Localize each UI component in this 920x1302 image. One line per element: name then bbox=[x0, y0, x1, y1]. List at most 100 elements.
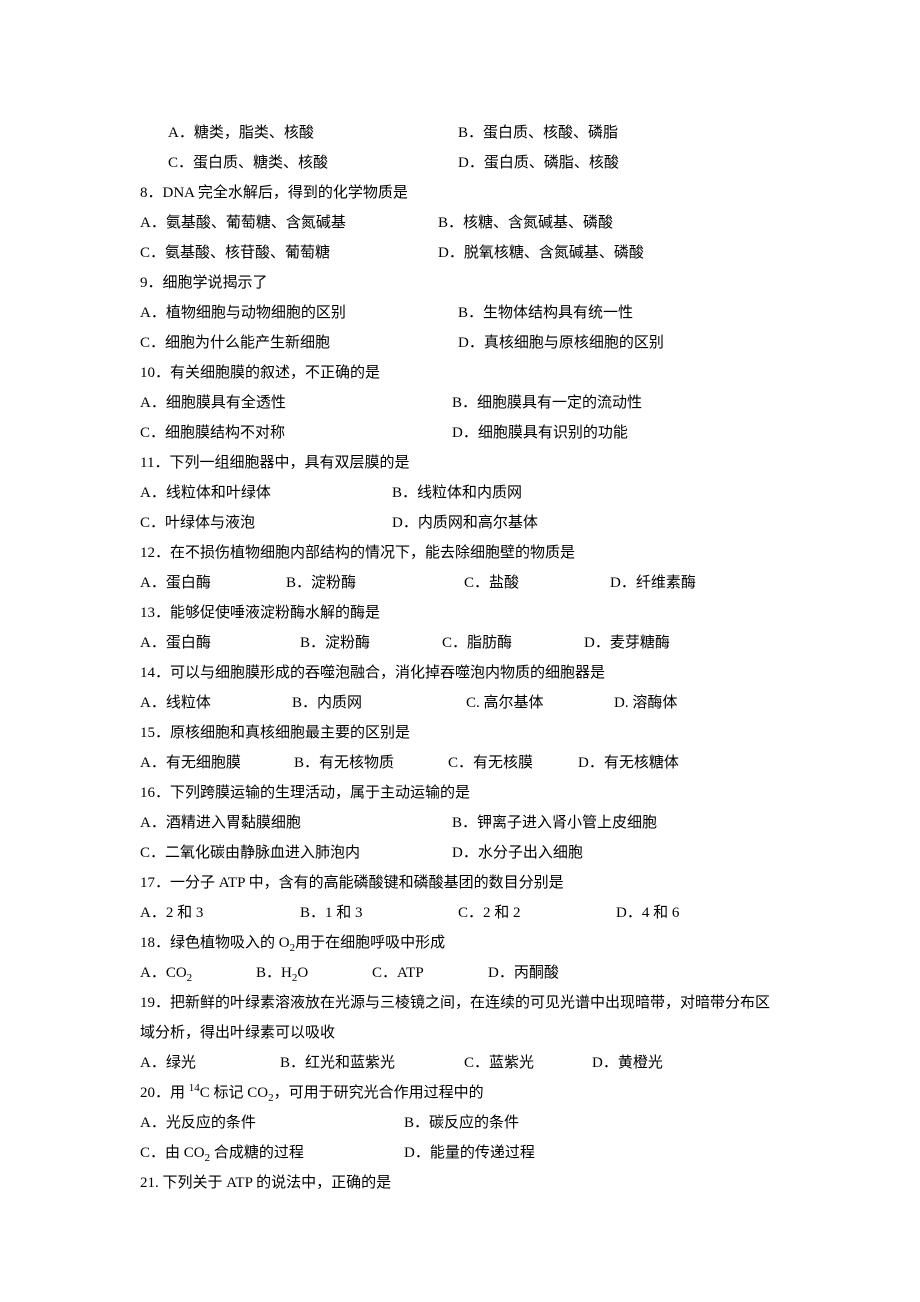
q11-options-row2: C．叶绿体与液泡 D．内质网和高尔基体 bbox=[140, 508, 780, 538]
q20-c-pre: C．由 CO bbox=[140, 1145, 205, 1161]
q7-opt-d: D．蛋白质、磷脂、核酸 bbox=[458, 148, 619, 178]
q9-opt-d: D．真核细胞与原核细胞的区别 bbox=[458, 328, 664, 358]
q15-stem: 15．原核细胞和真核细胞最主要的区别是 bbox=[140, 718, 780, 748]
q16-options-row2: C．二氧化碳由静脉血进入肺泡内 D．水分子出入细胞 bbox=[140, 838, 780, 868]
q13-opt-a: A．蛋白酶 bbox=[140, 628, 300, 658]
q11-opt-a: A．线粒体和叶绿体 bbox=[140, 478, 392, 508]
q18-stem-pre: 18．绿色植物吸入的 O bbox=[140, 935, 290, 951]
q7-options-row1: A．糖类，脂类、核酸 B．蛋白质、核酸、磷脂 bbox=[140, 118, 780, 148]
q7-options-row2: C．蛋白质、糖类、核酸 D．蛋白质、磷脂、核酸 bbox=[140, 148, 780, 178]
q8-opt-a: A．氨基酸、葡萄糖、含氮碱基 bbox=[140, 208, 438, 238]
q15-options-row: A．有无细胞膜 B．有无核物质 C．有无核膜 D．有无核糖体 bbox=[140, 748, 780, 778]
q9-options-row2: C．细胞为什么能产生新细胞 D．真核细胞与原核细胞的区别 bbox=[140, 328, 780, 358]
q18-stem: 18．绿色植物吸入的 O2用于在细胞呼吸中形成 bbox=[140, 928, 780, 958]
q20-stem-sup: 14 bbox=[189, 1082, 200, 1094]
q9-options-row1: A．植物细胞与动物细胞的区别 B．生物体结构具有统一性 bbox=[140, 298, 780, 328]
q18-b-post: O bbox=[297, 965, 308, 981]
q18-opt-d: D．丙酮酸 bbox=[488, 958, 559, 988]
q16-stem: 16．下列跨膜运输的生理活动，属于主动运输的是 bbox=[140, 778, 780, 808]
q9-opt-a: A．植物细胞与动物细胞的区别 bbox=[140, 298, 458, 328]
q7-opt-b: B．蛋白质、核酸、磷脂 bbox=[458, 118, 618, 148]
q19-options-row: A．绿光 B．红光和蓝紫光 C．蓝紫光 D．黄橙光 bbox=[140, 1048, 780, 1078]
q17-opt-d: D．4 和 6 bbox=[616, 898, 679, 928]
q10-options-row2: C．细胞膜结构不对称 D．细胞膜具有识别的功能 bbox=[140, 418, 780, 448]
q7-opt-a: A．糖类，脂类、核酸 bbox=[168, 118, 458, 148]
q9-stem: 9．细胞学说揭示了 bbox=[140, 268, 780, 298]
q9-opt-b: B．生物体结构具有统一性 bbox=[458, 298, 633, 328]
q11-opt-d: D．内质网和高尔基体 bbox=[392, 508, 538, 538]
q20-stem-mid: C 标记 CO bbox=[200, 1085, 268, 1101]
q12-opt-c: C．盐酸 bbox=[464, 568, 610, 598]
q11-options-row1: A．线粒体和叶绿体 B．线粒体和内质网 bbox=[140, 478, 780, 508]
q19-opt-b: B．红光和蓝紫光 bbox=[280, 1048, 464, 1078]
q20-opt-a: A．光反应的条件 bbox=[140, 1108, 404, 1138]
q16-opt-c: C．二氧化碳由静脉血进入肺泡内 bbox=[140, 838, 452, 868]
q10-opt-c: C．细胞膜结构不对称 bbox=[140, 418, 452, 448]
q12-stem: 12．在不损伤植物细胞内部结构的情况下，能去除细胞壁的物质是 bbox=[140, 538, 780, 568]
q15-opt-d: D．有无核糖体 bbox=[578, 748, 679, 778]
q18-b-pre: B．H bbox=[256, 965, 292, 981]
q14-options-row: A．线粒体 B．内质网 C. 高尔基体 D. 溶酶体 bbox=[140, 688, 780, 718]
q12-options-row: A．蛋白酶 B．淀粉酶 C．盐酸 D．纤维素酶 bbox=[140, 568, 780, 598]
q20-stem-post: ，可用于研究光合作用过程中的 bbox=[274, 1085, 484, 1101]
q18-opt-b: B．H2O bbox=[256, 958, 372, 988]
q13-opt-d: D．麦芽糖酶 bbox=[584, 628, 670, 658]
q8-opt-b: B．核糖、含氮碱基、磷酸 bbox=[438, 208, 613, 238]
q16-opt-d: D．水分子出入细胞 bbox=[452, 838, 583, 868]
q12-opt-b: B．淀粉酶 bbox=[286, 568, 464, 598]
q16-opt-b: B．钾离子进入肾小管上皮细胞 bbox=[452, 808, 657, 838]
q10-stem: 10．有关细胞膜的叙述，不正确的是 bbox=[140, 358, 780, 388]
q15-opt-b: B．有无核物质 bbox=[294, 748, 448, 778]
q15-opt-c: C．有无核膜 bbox=[448, 748, 578, 778]
q20-opt-d: D．能量的传递过程 bbox=[404, 1138, 535, 1168]
q20-stem-pre: 20．用 bbox=[140, 1085, 189, 1101]
q12-opt-d: D．纤维素酶 bbox=[610, 568, 696, 598]
q20-opt-c: C．由 CO2 合成糖的过程 bbox=[140, 1138, 404, 1168]
q20-opt-b: B．碳反应的条件 bbox=[404, 1108, 519, 1138]
q17-stem: 17．一分子 ATP 中，含有的高能磷酸键和磷酸基团的数目分别是 bbox=[140, 868, 780, 898]
q18-options-row: A．CO2 B．H2O C．ATP D．丙酮酸 bbox=[140, 958, 780, 988]
q18-stem-post: 用于在细胞呼吸中形成 bbox=[295, 935, 445, 951]
exam-page: A．糖类，脂类、核酸 B．蛋白质、核酸、磷脂 C．蛋白质、糖类、核酸 D．蛋白质… bbox=[0, 0, 920, 1302]
q13-opt-c: C．脂肪酶 bbox=[442, 628, 584, 658]
q7-opt-c: C．蛋白质、糖类、核酸 bbox=[168, 148, 458, 178]
q21-stem: 21. 下列关于 ATP 的说法中，正确的是 bbox=[140, 1168, 780, 1198]
q12-opt-a: A．蛋白酶 bbox=[140, 568, 286, 598]
q19-opt-d: D．黄橙光 bbox=[592, 1048, 663, 1078]
q10-opt-b: B．细胞膜具有一定的流动性 bbox=[452, 388, 642, 418]
q10-opt-d: D．细胞膜具有识别的功能 bbox=[452, 418, 628, 448]
q14-opt-c: C. 高尔基体 bbox=[466, 688, 614, 718]
q20-options-row1: A．光反应的条件 B．碳反应的条件 bbox=[140, 1108, 780, 1138]
q14-opt-a: A．线粒体 bbox=[140, 688, 292, 718]
q8-opt-c: C．氨基酸、核苷酸、葡萄糖 bbox=[140, 238, 438, 268]
q8-options-row2: C．氨基酸、核苷酸、葡萄糖 D．脱氧核糖、含氮碱基、磷酸 bbox=[140, 238, 780, 268]
q20-c-post: 合成糖的过程 bbox=[210, 1145, 304, 1161]
q13-stem: 13．能够促使唾液淀粉酶水解的酶是 bbox=[140, 598, 780, 628]
q17-opt-a: A．2 和 3 bbox=[140, 898, 300, 928]
q10-options-row1: A．细胞膜具有全透性 B．细胞膜具有一定的流动性 bbox=[140, 388, 780, 418]
q18-opt-a: A．CO2 bbox=[140, 958, 256, 988]
q10-opt-a: A．细胞膜具有全透性 bbox=[140, 388, 452, 418]
q11-stem: 11．下列一组细胞器中，具有双层膜的是 bbox=[140, 448, 780, 478]
q14-opt-d: D. 溶酶体 bbox=[614, 688, 677, 718]
q18-opt-c: C．ATP bbox=[372, 958, 488, 988]
q13-options-row: A．蛋白酶 B．淀粉酶 C．脂肪酶 D．麦芽糖酶 bbox=[140, 628, 780, 658]
q17-opt-c: C．2 和 2 bbox=[458, 898, 616, 928]
q11-opt-b: B．线粒体和内质网 bbox=[392, 478, 522, 508]
q20-stem: 20．用 14C 标记 CO2，可用于研究光合作用过程中的 bbox=[140, 1078, 780, 1108]
q16-opt-a: A．酒精进入胃黏膜细胞 bbox=[140, 808, 452, 838]
q11-opt-c: C．叶绿体与液泡 bbox=[140, 508, 392, 538]
q8-stem: 8．DNA 完全水解后，得到的化学物质是 bbox=[140, 178, 780, 208]
q17-options-row: A．2 和 3 B．1 和 3 C．2 和 2 D．4 和 6 bbox=[140, 898, 780, 928]
q14-stem: 14．可以与细胞膜形成的吞噬泡融合，消化掉吞噬泡内物质的细胞器是 bbox=[140, 658, 780, 688]
q13-opt-b: B．淀粉酶 bbox=[300, 628, 442, 658]
q19-stem: 19．把新鲜的叶绿素溶液放在光源与三棱镜之间，在连续的可见光谱中出现暗带，对暗带… bbox=[140, 988, 780, 1048]
q16-options-row1: A．酒精进入胃黏膜细胞 B．钾离子进入肾小管上皮细胞 bbox=[140, 808, 780, 838]
q8-opt-d: D．脱氧核糖、含氮碱基、磷酸 bbox=[438, 238, 644, 268]
q17-opt-b: B．1 和 3 bbox=[300, 898, 458, 928]
q20-options-row2: C．由 CO2 合成糖的过程 D．能量的传递过程 bbox=[140, 1138, 780, 1168]
q8-options-row1: A．氨基酸、葡萄糖、含氮碱基 B．核糖、含氮碱基、磷酸 bbox=[140, 208, 780, 238]
q19-opt-a: A．绿光 bbox=[140, 1048, 280, 1078]
q19-opt-c: C．蓝紫光 bbox=[464, 1048, 592, 1078]
q15-opt-a: A．有无细胞膜 bbox=[140, 748, 294, 778]
